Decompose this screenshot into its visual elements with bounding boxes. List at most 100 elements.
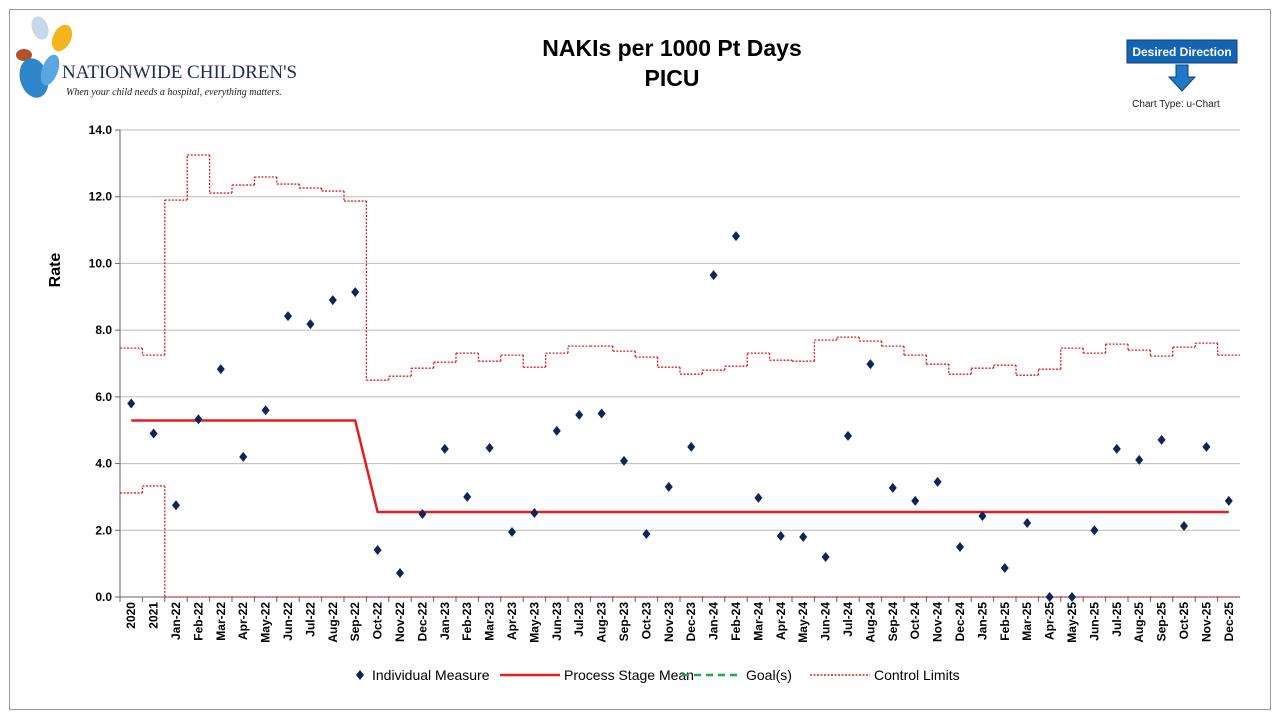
data-point xyxy=(373,544,382,555)
data-point xyxy=(664,481,673,492)
x-tick-label: Apr-25 xyxy=(1043,602,1057,640)
data-point xyxy=(1112,443,1121,454)
data-point xyxy=(328,295,337,306)
data-point xyxy=(597,408,606,419)
y-tick-label: 12.0 xyxy=(89,190,113,204)
x-tick-label: Nov-25 xyxy=(1199,602,1213,642)
data-point xyxy=(978,510,987,521)
data-point xyxy=(933,476,942,487)
data-point xyxy=(754,492,763,503)
x-tick-label: Dec-25 xyxy=(1222,602,1236,642)
data-point xyxy=(127,398,136,409)
data-point xyxy=(508,526,516,537)
direction-arrow xyxy=(1167,64,1197,92)
data-point xyxy=(530,507,539,518)
data-point xyxy=(866,359,875,370)
y-tick-label: 6.0 xyxy=(95,390,112,404)
data-point xyxy=(1224,495,1233,506)
data-point xyxy=(1045,592,1054,602)
legend-label: Control Limits xyxy=(874,667,960,683)
data-point xyxy=(1023,517,1032,528)
data-point xyxy=(351,287,360,298)
data-point xyxy=(149,428,158,439)
x-tick-label: Aug-24 xyxy=(863,602,877,643)
x-tick-label: Apr-23 xyxy=(505,602,519,640)
data-point xyxy=(956,541,964,552)
x-tick-label: Nov-24 xyxy=(931,602,945,642)
data-point xyxy=(709,270,718,281)
data-point xyxy=(440,443,449,454)
x-tick-label: Feb-23 xyxy=(460,602,474,641)
x-tick-label: Mar-22 xyxy=(214,602,228,641)
y-tick-label: 8.0 xyxy=(95,323,112,337)
data-point xyxy=(732,231,740,242)
x-tick-label: Jan-23 xyxy=(438,602,452,640)
x-tick-label: Mar-24 xyxy=(751,602,765,641)
x-tick-label: Jun-25 xyxy=(1087,602,1101,641)
x-tick-label: Feb-25 xyxy=(998,602,1012,641)
x-tick-label: Aug-25 xyxy=(1132,602,1146,643)
data-point xyxy=(1157,434,1166,445)
chart-type-label: Chart Type: u-Chart xyxy=(1132,99,1220,110)
x-tick-label: Jun-24 xyxy=(819,602,833,641)
x-tick-label: Sep-24 xyxy=(886,602,900,642)
data-point xyxy=(575,409,584,420)
data-point xyxy=(239,451,248,462)
data-point xyxy=(1090,525,1099,536)
x-tick-label: Oct-24 xyxy=(908,602,922,640)
x-tick-label: Sep-22 xyxy=(348,602,362,642)
y-tick-label: 14.0 xyxy=(89,123,113,137)
x-tick-label: Oct-25 xyxy=(1177,602,1191,640)
y-axis-label: Rate xyxy=(47,253,64,288)
data-point xyxy=(485,442,494,453)
x-tick-label: Jul-23 xyxy=(572,602,586,637)
y-tick-label: 0.0 xyxy=(95,590,112,604)
data-point xyxy=(194,414,203,425)
x-tick-label: Jul-22 xyxy=(303,602,317,637)
y-tick-label: 10.0 xyxy=(89,256,113,270)
x-tick-label: Oct-23 xyxy=(639,602,653,640)
x-tick-label: Feb-22 xyxy=(191,602,205,641)
x-tick-label: May-23 xyxy=(527,602,541,643)
data-point xyxy=(306,319,315,330)
data-point xyxy=(1202,441,1211,452)
data-point xyxy=(687,441,696,452)
legend-marker xyxy=(356,670,364,680)
legend-label: Process Stage Mean xyxy=(564,667,694,683)
data-point xyxy=(261,405,270,416)
x-tick-label: Feb-24 xyxy=(729,602,743,641)
data-point xyxy=(642,528,651,539)
x-tick-label: Mar-25 xyxy=(1020,602,1034,641)
data-point xyxy=(284,311,292,322)
data-point xyxy=(776,530,785,541)
data-point xyxy=(1000,562,1009,573)
direction-label: Desired Direction xyxy=(1132,45,1231,59)
legend-label: Goal(s) xyxy=(746,667,792,683)
x-tick-label: Mar-23 xyxy=(483,602,497,641)
x-tick-label: Nov-23 xyxy=(662,602,676,642)
x-tick-label: Jan-22 xyxy=(169,602,183,640)
x-tick-label: Jul-25 xyxy=(1110,602,1124,637)
x-tick-label: Nov-22 xyxy=(393,602,407,642)
x-tick-label: Jun-22 xyxy=(281,602,295,641)
data-point xyxy=(799,531,808,542)
data-point xyxy=(216,364,225,375)
x-tick-label: Dec-23 xyxy=(684,602,698,642)
x-tick-label: Aug-22 xyxy=(326,602,340,643)
chart-title: NAKIs per 1000 Pt Days xyxy=(542,35,802,61)
x-tick-label: Sep-25 xyxy=(1155,602,1169,642)
x-tick-label: Jun-23 xyxy=(550,602,564,641)
data-point xyxy=(1180,520,1188,531)
data-point xyxy=(1135,454,1144,465)
frame xyxy=(9,9,1271,710)
y-tick-label: 2.0 xyxy=(95,523,112,537)
chart-subtitle: PICU xyxy=(645,65,700,91)
data-point xyxy=(396,567,404,578)
x-tick-label: 2020 xyxy=(124,602,138,629)
data-point xyxy=(1068,592,1076,602)
x-tick-label: Dec-22 xyxy=(415,602,429,642)
x-tick-label: Oct-22 xyxy=(371,602,385,640)
x-tick-label: Dec-24 xyxy=(953,602,967,642)
